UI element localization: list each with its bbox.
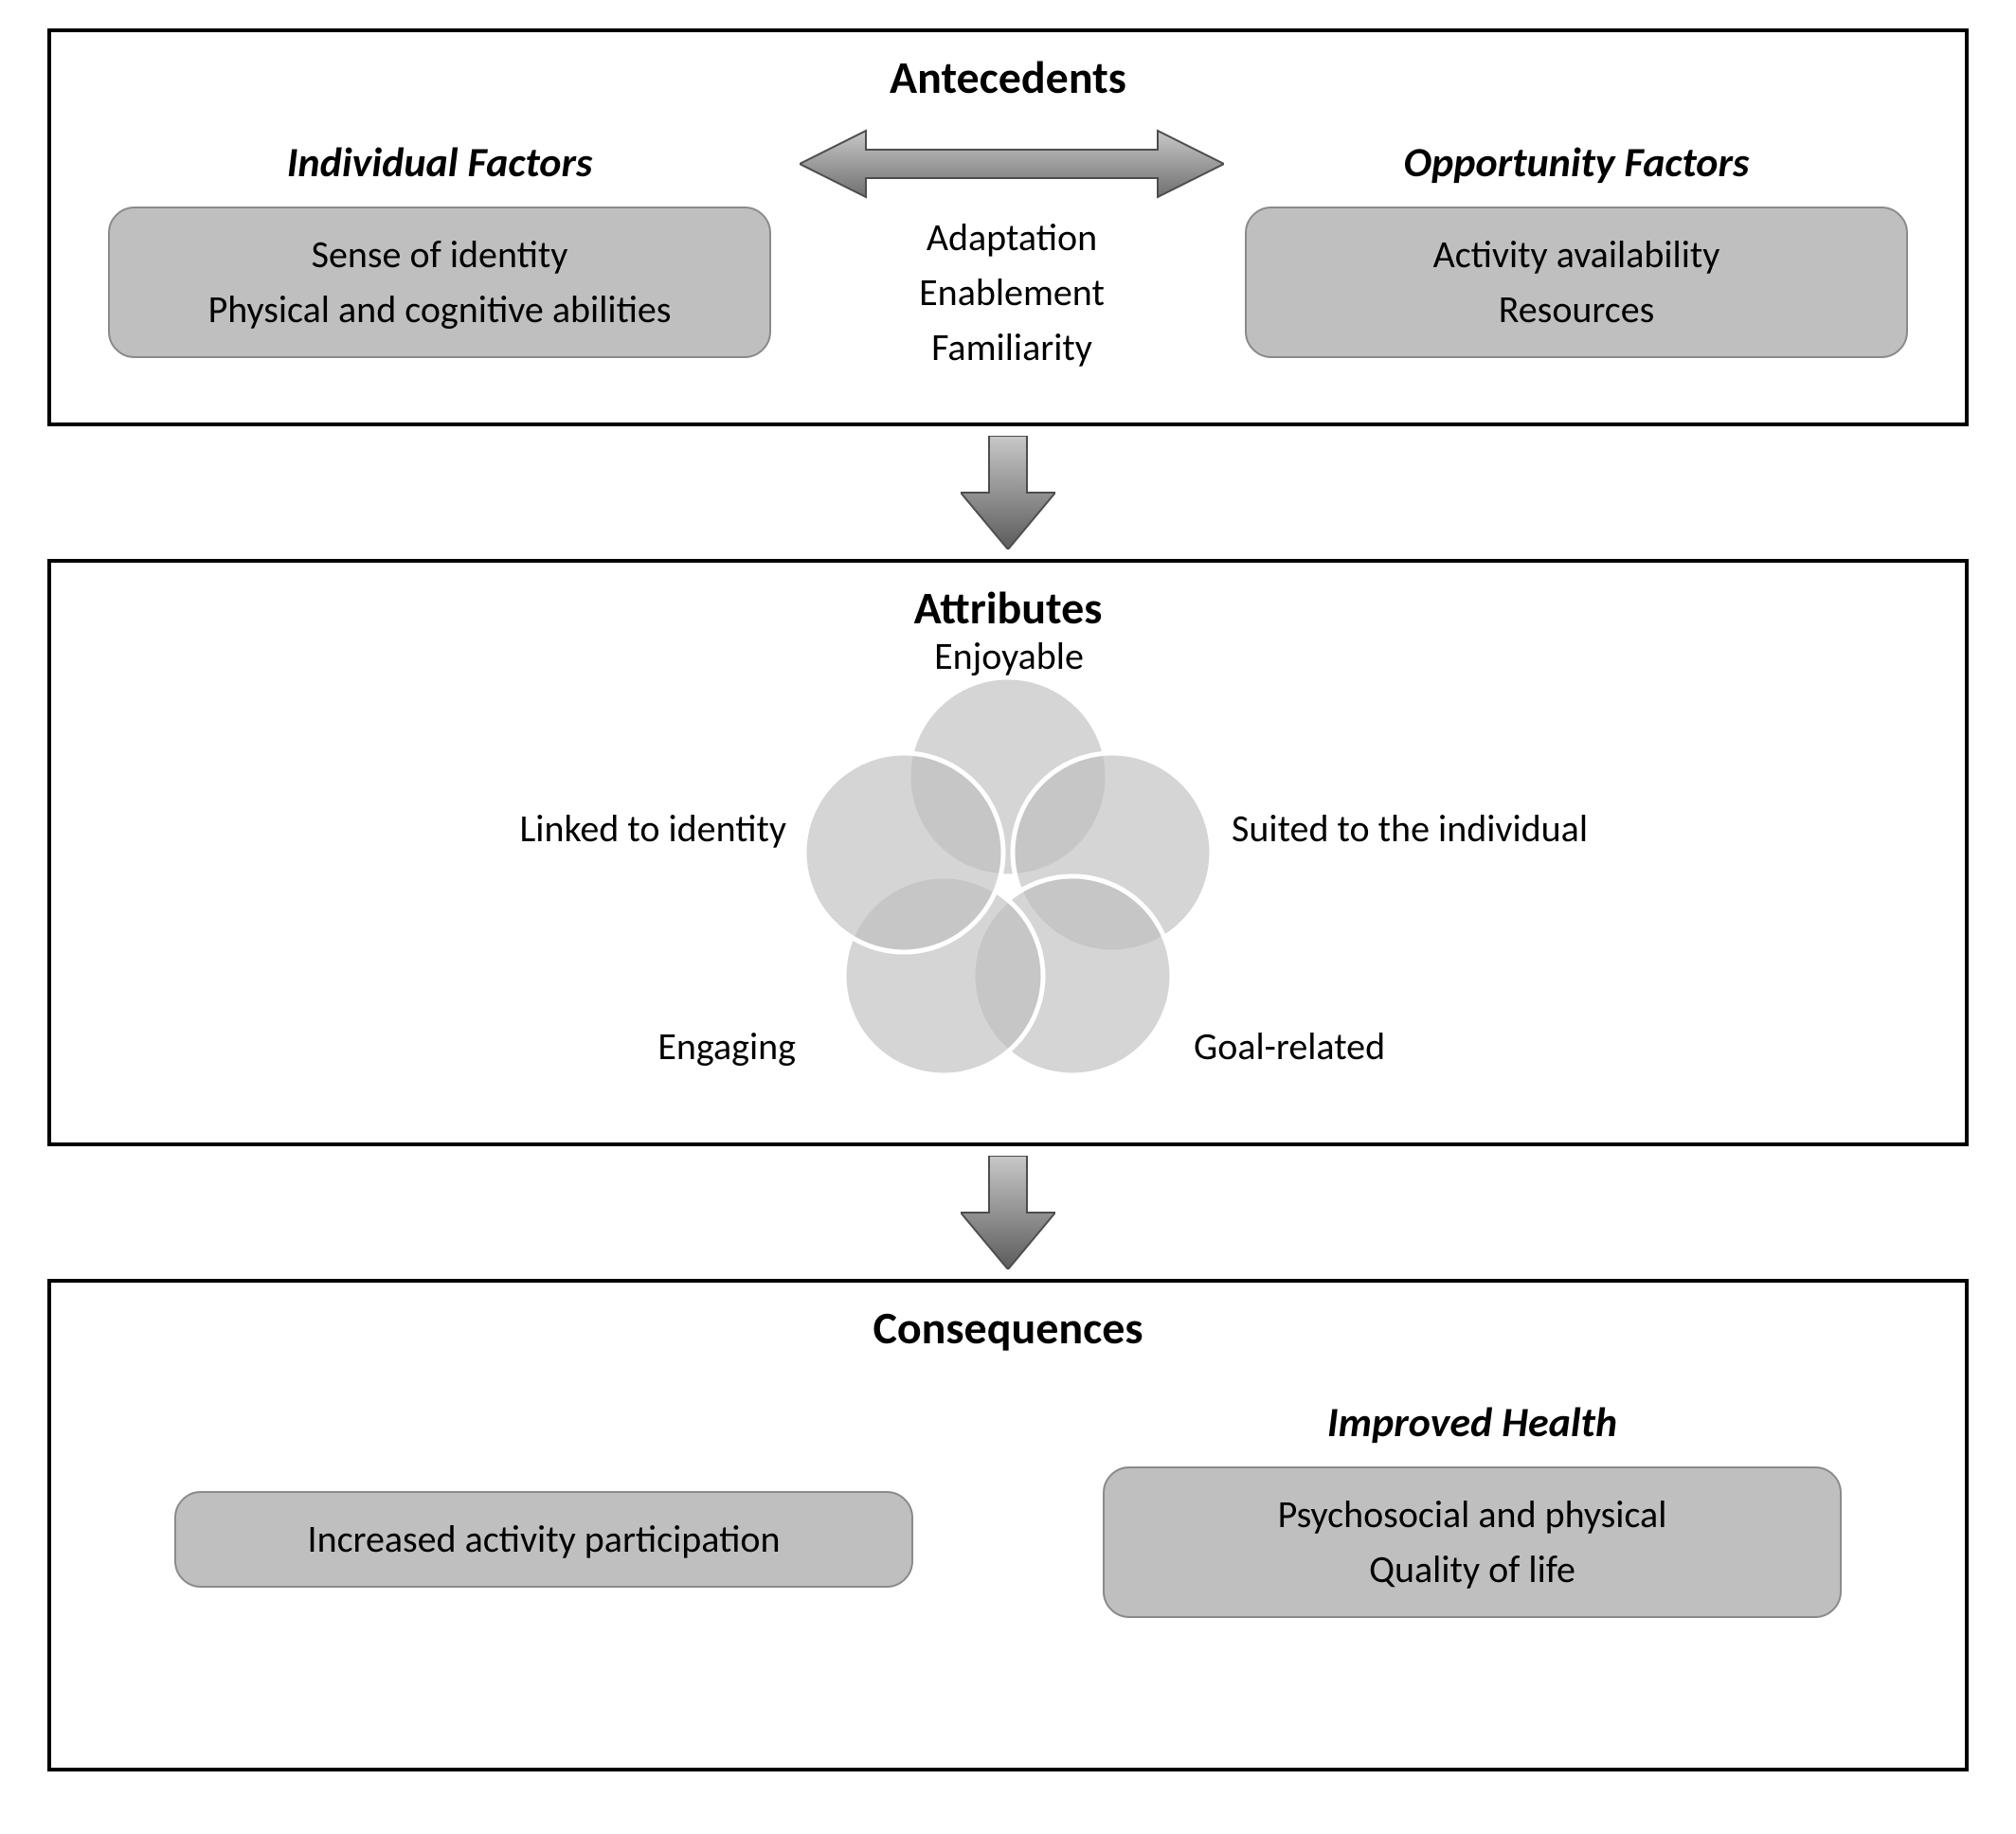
consequences-right-line-1: Psychosocial and physical: [1131, 1487, 1813, 1542]
center-line-3: Familiarity: [800, 320, 1224, 375]
individual-line-2: Physical and cognitive abilities: [136, 282, 743, 337]
venn-circle: [804, 753, 1003, 952]
attr-label-bottom-right: Goal-related: [1194, 1023, 1385, 1070]
consequences-left-group: Increased activity participation: [174, 1491, 913, 1588]
increased-participation-pill: Increased activity participation: [174, 1491, 913, 1588]
antecedents-title: Antecedents: [51, 49, 1965, 105]
venn-diagram: [777, 654, 1239, 1108]
antecedents-panel: Antecedents Individual Factors Sense of …: [47, 28, 1969, 426]
improved-health-pill: Psychosocial and physical Quality of lif…: [1103, 1466, 1842, 1618]
opportunity-line-1: Activity availability: [1273, 227, 1880, 282]
consequences-panel: Consequences Increased activity particip…: [47, 1279, 1969, 1771]
improved-health-group: Improved Health Psychosocial and physica…: [1103, 1396, 1842, 1618]
attr-label-top: Enjoyable: [928, 633, 1089, 679]
bidirectional-arrow-icon: [800, 127, 1224, 201]
individual-factors-pill: Sense of identity Physical and cognitive…: [108, 207, 771, 358]
consequences-left-line-1: Increased activity participation: [203, 1512, 885, 1567]
center-line-2: Enablement: [800, 265, 1224, 320]
arrow-down-icon: [961, 1156, 1055, 1269]
center-line-1: Adaptation: [800, 210, 1224, 265]
individual-factors-subtitle: Individual Factors: [108, 136, 771, 188]
individual-line-1: Sense of identity: [136, 227, 743, 282]
attr-label-left: Linked to identity: [398, 805, 786, 852]
improved-health-subtitle: Improved Health: [1103, 1396, 1842, 1447]
attr-label-bottom-left: Engaging: [483, 1023, 796, 1070]
attr-label-right: Suited to the individual: [1232, 805, 1588, 852]
opportunity-factors-group: Opportunity Factors Activity availabilit…: [1245, 136, 1908, 358]
opportunity-factors-subtitle: Opportunity Factors: [1245, 136, 1908, 188]
consequences-right-line-2: Quality of life: [1131, 1542, 1813, 1597]
antecedents-center: Adaptation Enablement Familiarity: [800, 127, 1224, 375]
opportunity-factors-pill: Activity availability Resources: [1245, 207, 1908, 358]
opportunity-line-2: Resources: [1273, 282, 1880, 337]
individual-factors-group: Individual Factors Sense of identity Phy…: [108, 136, 771, 358]
arrow-down-icon: [961, 436, 1055, 549]
attributes-title: Attributes: [51, 580, 1965, 636]
consequences-title: Consequences: [51, 1300, 1965, 1356]
